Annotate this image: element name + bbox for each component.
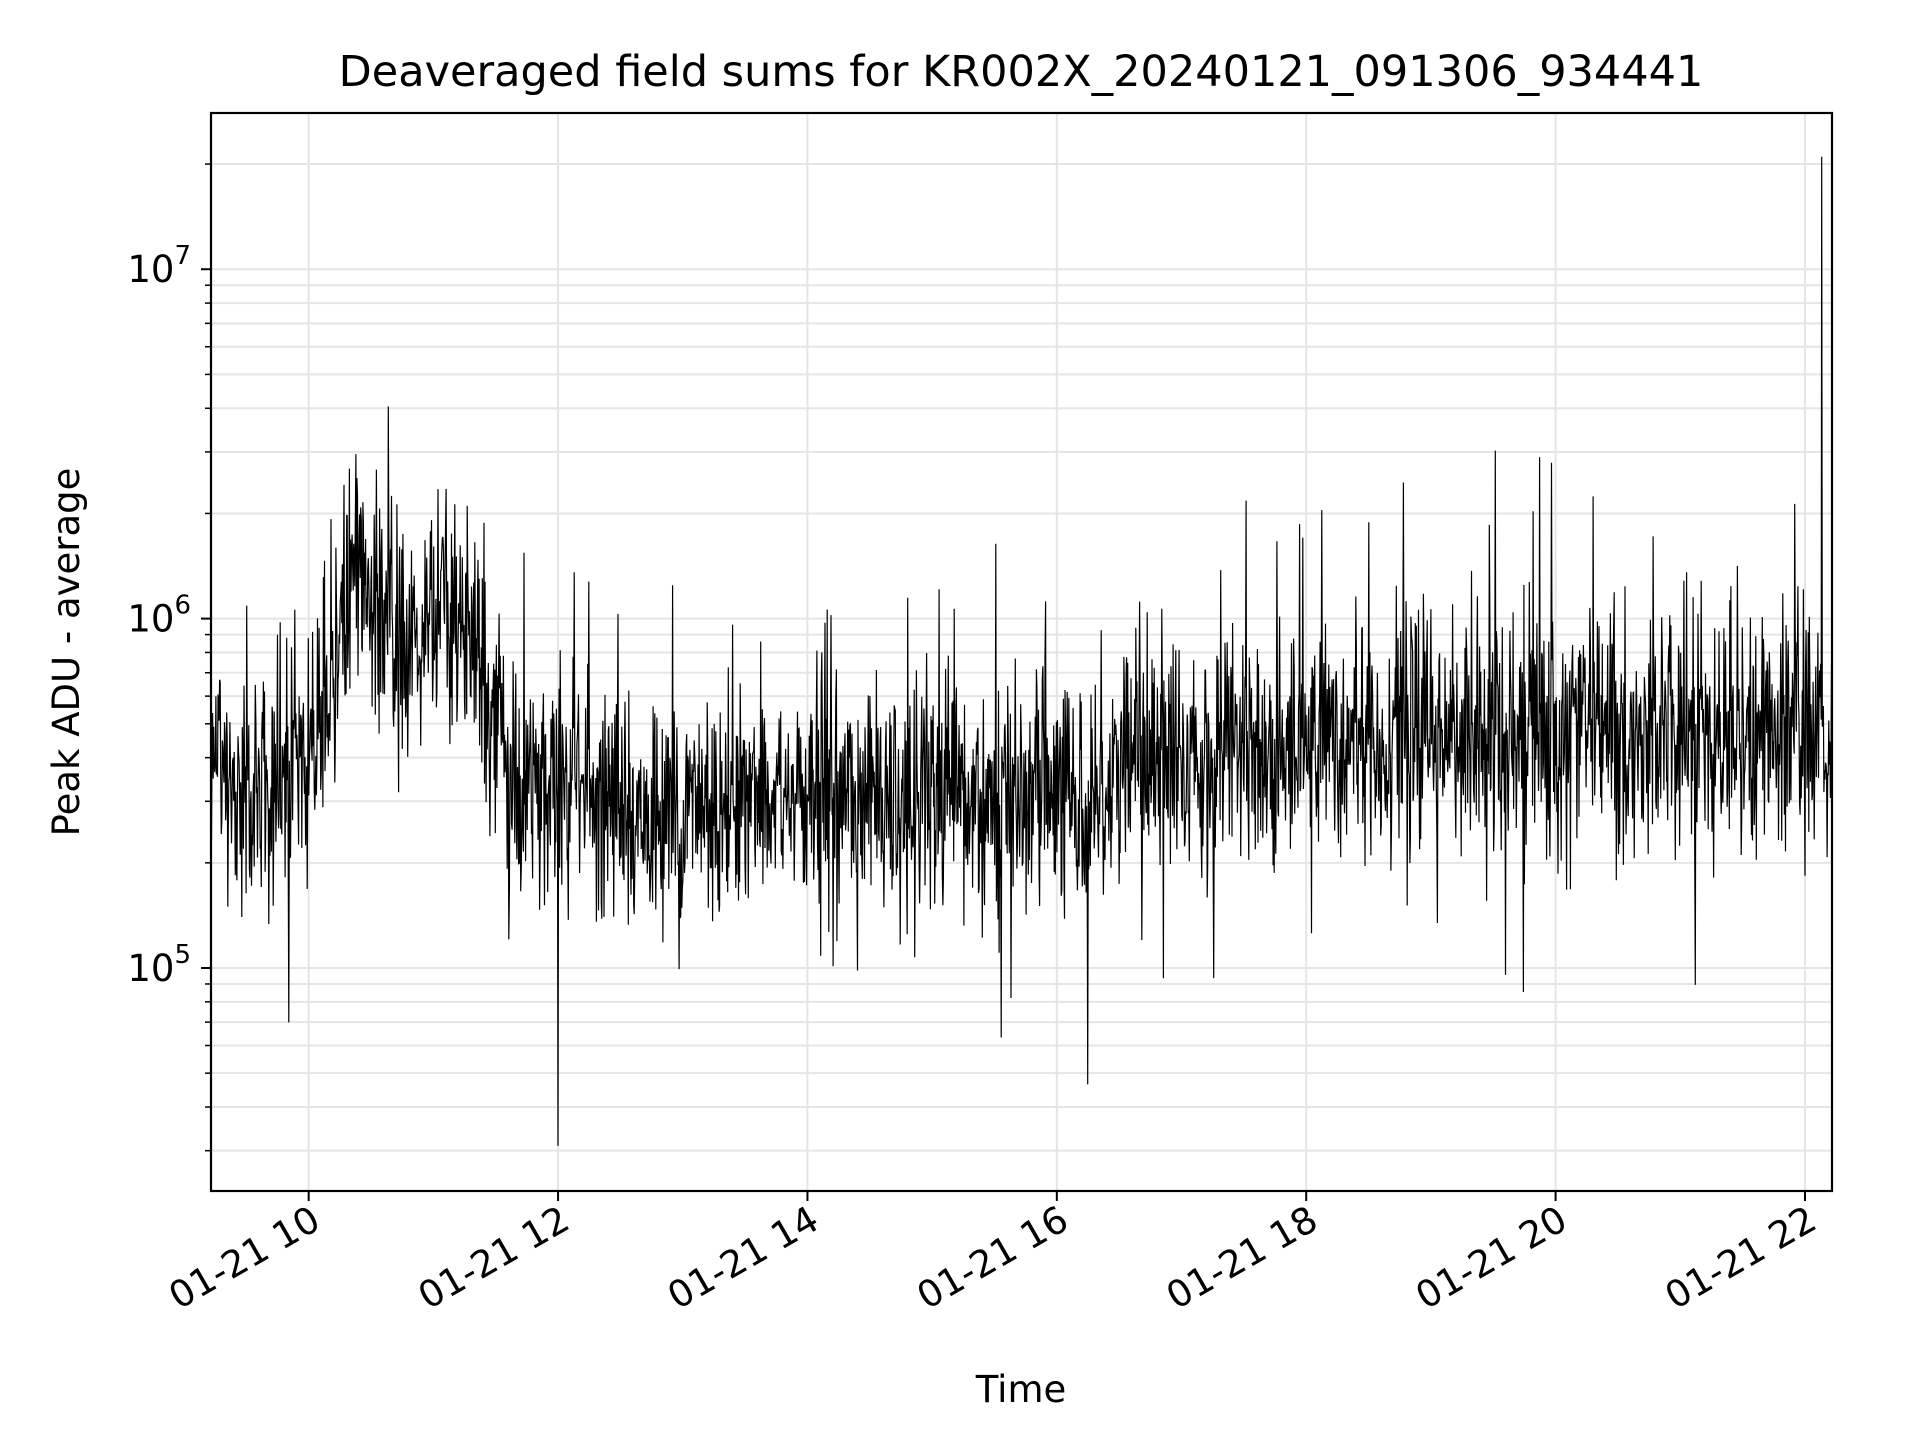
x-tick-label: 01-21 18 bbox=[1159, 1198, 1325, 1318]
series-line bbox=[211, 156, 1832, 1146]
y-tick-base: 10 bbox=[127, 947, 174, 990]
x-tick-label: 01-21 10 bbox=[162, 1198, 328, 1318]
y-tick-exponent: 6 bbox=[174, 591, 191, 621]
y-tick-label: 107 bbox=[127, 241, 191, 291]
x-tick-label: 01-21 12 bbox=[411, 1198, 577, 1318]
x-tick-label: 01-21 14 bbox=[660, 1198, 826, 1318]
y-tick-base: 10 bbox=[127, 248, 174, 291]
grid-layer bbox=[211, 113, 1832, 1191]
y-tick-base: 10 bbox=[127, 598, 174, 641]
y-axis-label: Peak ADU - average bbox=[45, 468, 88, 837]
x-tick-label: 01-21 16 bbox=[910, 1198, 1076, 1318]
y-tick-exponent: 5 bbox=[174, 940, 191, 970]
y-tick-exponent: 7 bbox=[174, 241, 191, 271]
x-tick-label: 01-21 20 bbox=[1409, 1198, 1575, 1318]
series-layer bbox=[211, 156, 1832, 1146]
x-tick-label: 01-21 22 bbox=[1658, 1198, 1824, 1318]
chart-title: Deaveraged field sums for KR002X_2024012… bbox=[339, 47, 1704, 97]
y-tick-label: 105 bbox=[127, 940, 191, 990]
y-tick-label: 106 bbox=[127, 591, 191, 641]
x-axis-label: Time bbox=[975, 1368, 1067, 1411]
